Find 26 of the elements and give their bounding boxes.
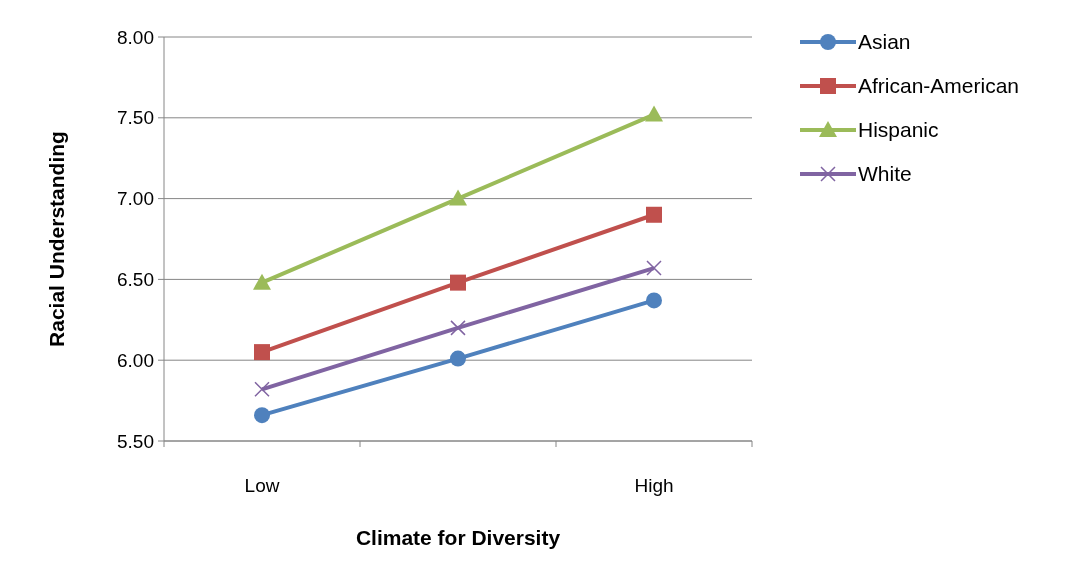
y-tick-label: 8.00 xyxy=(117,26,154,48)
y-tick-label: 7.50 xyxy=(117,107,154,129)
y-tick-label: 6.50 xyxy=(117,269,154,291)
legend-label: African-American xyxy=(858,74,1020,98)
x-tick-label: Low xyxy=(244,475,280,496)
y-axis-title: Racial Understanding xyxy=(45,131,68,347)
y-tick-label: 6.00 xyxy=(117,349,154,371)
point xyxy=(254,381,270,398)
point xyxy=(254,344,270,361)
point xyxy=(646,292,662,309)
y-tick-label: 5.50 xyxy=(117,430,154,452)
point xyxy=(450,274,466,291)
point xyxy=(449,189,467,206)
legend-label: White xyxy=(858,162,912,186)
point xyxy=(450,320,466,336)
x-tick-label: High xyxy=(634,475,674,496)
y-tick-label: 7.00 xyxy=(117,188,154,210)
point xyxy=(253,273,271,290)
point xyxy=(450,350,466,367)
point xyxy=(646,206,662,223)
legend-label: Hispanic xyxy=(858,118,939,142)
legend-label: Asian xyxy=(858,30,911,54)
point xyxy=(646,260,662,276)
x-axis-title: Climate for Diversity xyxy=(355,526,561,549)
point xyxy=(645,105,663,122)
point xyxy=(254,407,270,424)
